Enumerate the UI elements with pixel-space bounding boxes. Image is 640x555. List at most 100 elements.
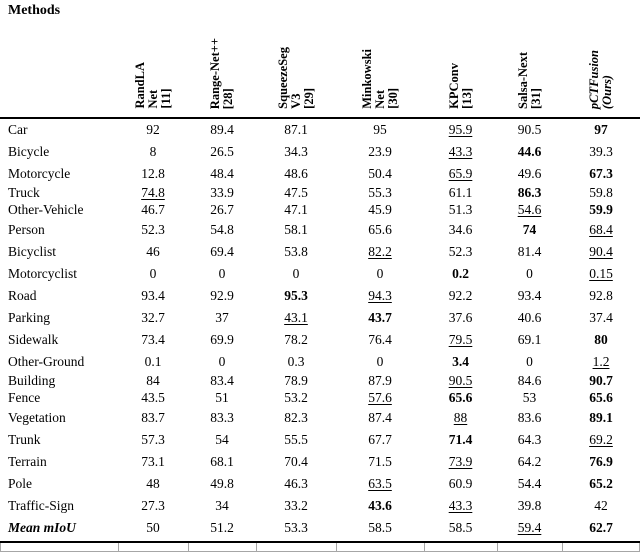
cell-value: 47.1 [284,202,308,217]
cell-value: 59.9 [589,202,613,217]
cell-value: 90.5 [517,122,542,137]
table-row: Building 84 83.4 78.9 87.9 90.5 84.6 90.7 [0,373,640,390]
cell: 87.9 [336,373,424,390]
cell: 43.6 [336,495,424,517]
column-header-label: SqueezeSeg V3 [29] [276,47,316,109]
cell-value: 34.6 [448,222,473,237]
cell-value: 65.2 [589,476,613,491]
cell-value: 83.6 [517,410,542,425]
cell: 49.6 [497,163,562,185]
cell-value: 42 [594,498,608,513]
column-header-line: Salsa-Next [515,52,530,109]
cell-value: 90.4 [589,244,613,259]
cell: 92.8 [562,285,640,307]
cell: 69.1 [497,329,562,351]
row-label: Trunk [8,432,41,447]
row-label: Road [8,288,37,303]
cell-value: 58.5 [368,520,392,535]
table-row: Motorcycle 12.8 48.4 48.6 50.4 65.9 49.6 67.3 [0,163,640,185]
cell-value: 83.7 [141,410,165,425]
row-label: Sidewalk [8,332,59,347]
cell-value: 49.8 [210,476,234,491]
cell-value: 55.3 [368,185,392,200]
row-label: Building [8,373,56,388]
cell-value: 55.5 [284,432,308,447]
column-header-line: [30] [385,88,400,109]
cell: 55.5 [256,429,336,451]
table-row: Person 52.3 54.8 58.1 65.6 34.6 74 68.4 [0,219,640,241]
column-header-line: Net [145,90,160,109]
cell: 51.2 [188,517,256,543]
cell: 34 [188,495,256,517]
cell-value: 0.15 [589,266,613,281]
cell-value: 65.6 [368,222,392,237]
cell: 0 [336,351,424,373]
cell-value: 95 [373,122,387,137]
cell: 64.2 [497,451,562,473]
cell: 82.2 [336,241,424,263]
cell: 34.6 [424,219,497,241]
column-header-line: [11] [158,88,173,109]
cell-value: 73.4 [141,332,165,347]
cell-value: 88 [453,410,468,425]
cell-value: 70.4 [284,454,308,469]
table-title: Methods [8,3,61,18]
row-label: Other-Vehicle [8,202,84,217]
cell: 23.9 [336,141,424,163]
table-row: Car 92 89.4 87.1 95 95.9 90.5 97 [0,118,640,141]
cell: 0 [256,263,336,285]
cell-value: 46 [146,244,160,259]
cell-value: 52.3 [448,244,473,259]
cell: 50 [118,517,188,543]
cell-value: 84 [146,373,160,388]
column-border-tick [256,543,257,551]
cell: 26.7 [188,202,256,219]
cell-value: 62.7 [589,520,613,535]
cell: 42 [562,495,640,517]
cell: 48 [118,473,188,495]
column-header: pCTFusion (Ours) [562,20,640,119]
cell-value: 43.3 [448,498,473,513]
cell-value: 0.3 [287,354,305,369]
table-row: Sidewalk 73.4 69.9 78.2 76.4 79.5 69.1 80 [0,329,640,351]
cell: 65.2 [562,473,640,495]
column-header-label: KPConv [13] [447,63,474,109]
cell-value: 51.3 [448,202,473,217]
cell-value: 59.4 [517,520,542,535]
cell-value: 73.1 [141,454,165,469]
cell: 95.9 [424,118,497,141]
table-row: Bicycle 8 26.5 34.3 23.9 43.3 44.6 39.3 [0,141,640,163]
cell-value: 65.6 [448,390,473,405]
cell: 26.5 [188,141,256,163]
table-row: Vegetation 83.7 83.3 82.3 87.4 88 83.6 89.1 [0,407,640,429]
cell-value: 27.3 [141,498,165,513]
cell-value: 48 [146,476,160,491]
cell: 53 [497,390,562,407]
column-header-label: Minkowski Net [30] [360,49,400,109]
cell: 0 [497,263,562,285]
cell: 86.3 [497,185,562,202]
cell: 67.3 [562,163,640,185]
cell: 39.8 [497,495,562,517]
cell: 59.8 [562,185,640,202]
cell-value: 0.2 [452,266,469,281]
cell-value: 0 [526,354,533,369]
cell-value: 92.8 [589,288,613,303]
cell-value: 33.9 [210,185,234,200]
table-row: Mean mIoU 50 51.2 53.3 58.5 58.5 59.4 62.7 [0,517,640,543]
cell-value: 45.9 [368,202,392,217]
cell-value: 59.8 [589,185,613,200]
cell-value: 63.5 [368,476,392,491]
column-border-tick [336,543,337,551]
cell-value: 94.3 [368,288,392,303]
cell: 64.3 [497,429,562,451]
cell-value: 52.3 [141,222,165,237]
row-label: Person [8,222,45,237]
cell-value: 69.9 [210,332,234,347]
table-row: Other-Ground 0.1 0 0.3 0 3.4 0 1.2 [0,351,640,373]
cell: 71.4 [424,429,497,451]
row-label: Bicyclist [8,244,56,259]
cell: 74.8 [118,185,188,202]
cell: 59.4 [497,517,562,543]
cell: 84.6 [497,373,562,390]
